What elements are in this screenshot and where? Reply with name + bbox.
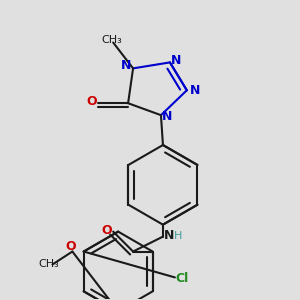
Text: CH₃: CH₃: [38, 260, 59, 269]
Text: N: N: [190, 84, 200, 97]
Text: O: O: [66, 240, 76, 253]
Text: N: N: [171, 54, 182, 68]
Text: H: H: [174, 231, 182, 241]
Text: N: N: [162, 110, 173, 123]
Text: N: N: [121, 59, 132, 73]
Text: Cl: Cl: [176, 272, 189, 284]
Text: O: O: [101, 224, 112, 237]
Text: O: O: [86, 95, 97, 108]
Text: CH₃: CH₃: [101, 34, 122, 44]
Text: N: N: [164, 229, 175, 242]
